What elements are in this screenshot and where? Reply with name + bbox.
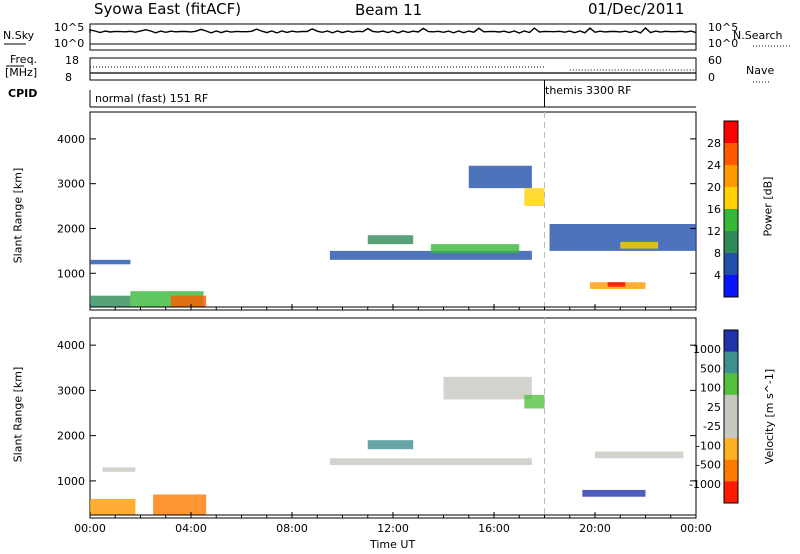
- nsky-tick-top: 10^5: [54, 21, 85, 34]
- velocity-data-region: [443, 376, 532, 400]
- velocity-colorbar-swatch: [724, 416, 738, 439]
- power-colorbar-swatch: [724, 143, 738, 166]
- power-data-region: [430, 244, 520, 254]
- velocity-colorbar-tick: -500: [696, 459, 721, 472]
- velocity-colorbar-tick: -25: [703, 420, 721, 433]
- velocity-colorbar-tick: -100: [696, 439, 721, 452]
- xtick-label: 00:00: [74, 522, 106, 535]
- nave-label: Nave: [746, 64, 775, 77]
- nsky-tick-bottom: 10^0: [54, 37, 85, 50]
- power-colorbar-swatch: [724, 165, 738, 188]
- power-colorbar-swatch: [724, 121, 738, 144]
- xtick-label: 20:00: [579, 522, 611, 535]
- velocity-colorbar-tick: -1000: [689, 478, 721, 491]
- power-colorbar-tick: 20: [707, 181, 721, 194]
- velocity-panel-frame: [89, 317, 697, 519]
- power-ytick-label: 2000: [57, 222, 85, 235]
- velocity-ytick-label: 2000: [57, 430, 85, 443]
- xtick-label: 00:00: [680, 522, 712, 535]
- velocity-data-region: [329, 458, 532, 466]
- power-colorbar-tick: 28: [707, 137, 721, 150]
- power-colorbar-tick: 16: [707, 203, 721, 216]
- beam-title: Beam 11: [355, 1, 423, 19]
- velocity-colorbar-swatch: [724, 459, 738, 482]
- velocity-data-region: [582, 489, 646, 497]
- power-colorbar-swatch: [724, 253, 738, 276]
- velocity-data-region: [524, 394, 545, 409]
- velocity-data-region: [153, 494, 207, 515]
- power-colorbar-swatch: [724, 275, 738, 298]
- xtick-label: 04:00: [175, 522, 207, 535]
- xtick-label: 08:00: [276, 522, 308, 535]
- freq-unit-label: [MHz]: [5, 66, 38, 79]
- station-title: Syowa East (fitACF): [94, 0, 242, 18]
- power-data-region: [468, 165, 532, 189]
- power-ytick-label: 3000: [57, 178, 85, 191]
- power-colorbar-swatch: [724, 209, 738, 232]
- xtick-label: 16:00: [478, 522, 510, 535]
- power-colorbar-frame: [723, 120, 739, 298]
- cpid-label: CPID: [8, 87, 38, 100]
- nsearch-tick-top: 10^5: [708, 21, 739, 34]
- nave-tick-bottom: 0: [708, 71, 715, 84]
- power-data-region: [90, 295, 131, 307]
- power-data-region: [524, 188, 545, 207]
- velocity-data-region: [102, 467, 136, 472]
- power-data-region: [170, 295, 207, 307]
- velocity-colorbar-frame: [723, 329, 739, 504]
- nsearch-label: N.Search: [733, 29, 783, 42]
- freq-tick-top: 18: [65, 54, 79, 67]
- power-colorbar-tick: 24: [707, 159, 721, 172]
- date-title: 01/Dec/2011: [588, 0, 685, 18]
- power-panel-frame: [89, 111, 697, 311]
- velocity-ytick-label: 1000: [57, 475, 85, 488]
- power-data-region: [90, 259, 131, 265]
- velocity-colorbar-tick: 25: [707, 401, 721, 414]
- freq-tick-bottom: 8: [65, 71, 72, 84]
- velocity-colorbar-tick: 1000: [693, 343, 721, 356]
- velocity-colorbar-swatch: [724, 330, 738, 353]
- velocity-data-region: [367, 440, 414, 450]
- velocity-data-region: [90, 498, 136, 515]
- power-colorbar-tick: 12: [707, 225, 721, 238]
- velocity-colorbar-tick: 100: [700, 382, 721, 395]
- velocity-colorbar-swatch: [724, 373, 738, 396]
- nsky-label: N.Sky: [3, 29, 35, 42]
- power-colorbar-tick: 8: [714, 247, 721, 260]
- power-ytick-label: 4000: [57, 133, 85, 146]
- power-data-region: [329, 250, 532, 260]
- cpid-segment-themis: themis 3300 RF: [545, 84, 632, 97]
- nsearch-tick-bottom: 10^0: [708, 37, 739, 50]
- xaxis-label: Time UT: [370, 538, 416, 551]
- freq-panel-frame: [89, 57, 697, 81]
- velocity-colorbar-swatch: [724, 394, 738, 417]
- velocity-colorbar-tick: 500: [700, 362, 721, 375]
- velocity-data-region: [595, 451, 684, 459]
- freq-label: Freq.: [10, 53, 38, 66]
- power-ytick-label: 1000: [57, 267, 85, 280]
- power-colorbar-swatch: [724, 187, 738, 210]
- power-data-region: [620, 241, 659, 249]
- velocity-colorbar-swatch: [724, 438, 738, 461]
- power-colorbar-tick: 4: [714, 269, 721, 282]
- power-colorbar-swatch: [724, 231, 738, 254]
- nsky-panel-frame: [89, 23, 697, 51]
- cpid-segment-normal: normal (fast) 151 RF: [95, 92, 209, 105]
- velocity-ytick-label: 4000: [57, 339, 85, 352]
- velocity-colorbar-swatch: [724, 351, 738, 374]
- nave-tick-top: 60: [708, 54, 722, 67]
- nsky-trace: [89, 27, 697, 34]
- power-data-region: [607, 282, 626, 287]
- xtick-label: 12:00: [377, 522, 409, 535]
- velocity-ytick-label: 3000: [57, 384, 85, 397]
- power-data-region: [367, 235, 414, 245]
- velocity-colorbar-swatch: [724, 481, 738, 504]
